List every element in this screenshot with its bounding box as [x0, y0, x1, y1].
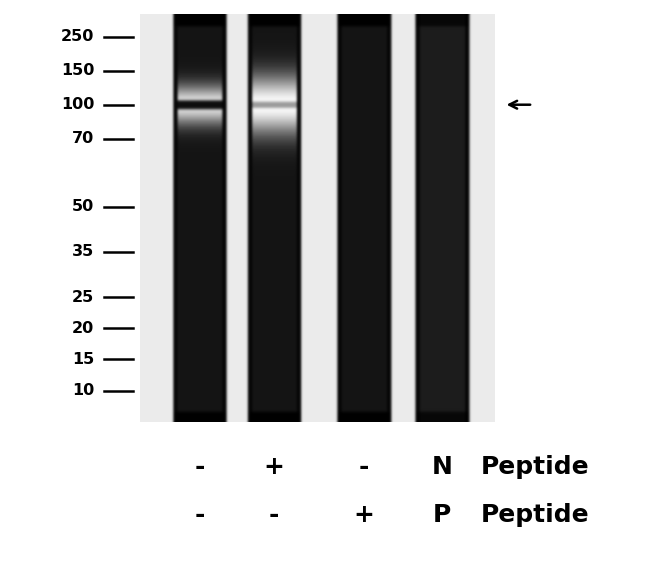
Text: 10: 10 [72, 383, 94, 398]
Text: 25: 25 [72, 290, 94, 305]
Text: 250: 250 [61, 29, 94, 44]
Text: +: + [354, 503, 374, 527]
Text: Peptide: Peptide [481, 455, 590, 479]
Text: -: - [269, 503, 280, 527]
Bar [140, 14, 494, 422]
Text: 15: 15 [72, 352, 94, 367]
Text: 70: 70 [72, 131, 94, 146]
Text: P: P [433, 503, 451, 527]
Text: 35: 35 [72, 245, 94, 259]
Text: -: - [359, 455, 369, 479]
Text: -: - [195, 503, 205, 527]
Text: 20: 20 [72, 321, 94, 336]
Text: +: + [264, 455, 285, 479]
Text: N: N [432, 455, 452, 479]
Text: -: - [195, 455, 205, 479]
Text: Peptide: Peptide [481, 503, 590, 527]
Text: 150: 150 [61, 63, 94, 78]
Text: 100: 100 [61, 97, 94, 112]
Text: 50: 50 [72, 199, 94, 214]
